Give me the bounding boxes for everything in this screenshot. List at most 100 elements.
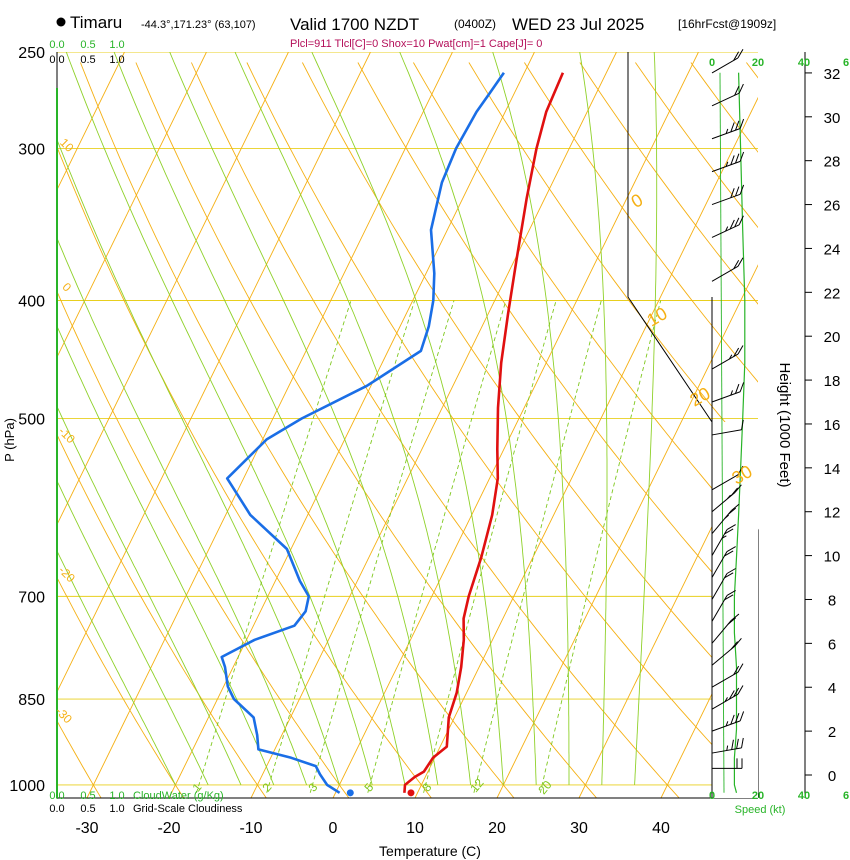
- dry-adiabat: [524, 62, 758, 383]
- wind-barb-half-flag: [725, 161, 729, 167]
- wind-barb-flag: [733, 51, 740, 61]
- height-tick-label: 8: [828, 592, 836, 609]
- moist-adiabat: [57, 479, 209, 786]
- wind-barb: [711, 551, 728, 578]
- height-tick-label: 2: [828, 724, 836, 741]
- x-tick-label: -10: [239, 820, 262, 837]
- background-grid: [57, 52, 758, 798]
- mixing-ratio-line: [367, 300, 507, 793]
- height-axis-label: Height (1000 Feet): [776, 362, 793, 487]
- moist-adiabat: [234, 52, 472, 785]
- chart-text: Timaru -44.3°,171.23° (63,107) Valid 1700 …: [2, 13, 849, 859]
- cloud-water-top-label: 0.0: [49, 39, 64, 51]
- wind-barb-flag: [724, 572, 734, 579]
- height-tick-label: 24: [824, 241, 841, 258]
- wind-barb-flag: [727, 507, 737, 515]
- wind-barb-flag: [735, 713, 740, 723]
- title-valid: Valid 1700 NZDT: [290, 15, 419, 34]
- x-tick-label: 0: [329, 820, 338, 837]
- wind-barb-flag: [735, 120, 740, 131]
- height-tick-label: 6: [828, 636, 836, 653]
- wind-barb-half-flag: [725, 128, 729, 134]
- wind-barb-flag: [735, 383, 740, 394]
- dry-adiabat: [57, 145, 432, 798]
- wind-barb: [711, 529, 728, 556]
- wind-barb-flag: [737, 257, 744, 267]
- wind-barb-half-flag: [726, 745, 729, 751]
- wind-barb: [711, 474, 739, 491]
- cloudiness-top-label: 1.0: [109, 54, 124, 66]
- wind-barb-half-flag: [726, 494, 731, 500]
- wind-barb-half-flag: [730, 390, 733, 396]
- moist-adiabat: [57, 550, 176, 786]
- wind-barb-half-flag: [725, 721, 729, 727]
- temperature-profile: [403, 72, 565, 793]
- wind-barb-flag: [733, 347, 740, 357]
- wind-barb-flag: [726, 590, 736, 596]
- wind-barb-flag: [724, 594, 734, 601]
- isotherm-label: 0: [60, 280, 75, 295]
- wind-barb-flag: [734, 638, 742, 647]
- moist-adiabat: [579, 52, 608, 785]
- cloudiness-bottom-label: 1.0: [109, 803, 124, 815]
- wind-barb-flag: [733, 259, 740, 270]
- x-tick-label: -20: [157, 820, 180, 837]
- wind-barb-flag: [738, 215, 744, 226]
- wind-barb: [711, 573, 728, 600]
- wind-barb-half-flag: [721, 535, 727, 539]
- wind-barb-flag: [737, 345, 744, 355]
- wind-barb-flag: [724, 550, 734, 557]
- x-axis-label: Temperature (C): [379, 843, 481, 859]
- wind-barb-flag: [734, 484, 742, 493]
- cloudiness-top-label: 0.0: [49, 54, 64, 66]
- p-tick-label: 1000: [9, 778, 45, 795]
- height-tick-label: 32: [824, 66, 841, 83]
- title-station: Timaru: [70, 13, 122, 32]
- speed-top-tick: 0: [709, 57, 715, 69]
- cloud-water-bottom-label: 1.0: [109, 790, 124, 802]
- wind-barb-flag: [737, 685, 744, 695]
- dewpoint-profile: [220, 71, 505, 794]
- speed-profile: [733, 72, 746, 793]
- temperature-surface-dot: [407, 789, 415, 797]
- p-tick-label: 250: [18, 45, 45, 62]
- station-dot-icon: [56, 17, 66, 27]
- plot-frame: [56, 52, 806, 799]
- title-utc: (0400Z): [454, 17, 496, 31]
- isotherm-line: [250, 52, 617, 798]
- wind-panel: [711, 49, 746, 793]
- wind-barb-flag: [729, 219, 735, 230]
- mixing-ratio-line: [309, 300, 455, 793]
- isotherm-label: 0: [628, 190, 647, 212]
- cloud-water-axis-label: CloudWater (g/Kg): [133, 790, 224, 802]
- moist-adiabat: [57, 138, 340, 786]
- wind-barb-flag: [735, 153, 740, 164]
- wind-barb-flag: [726, 524, 736, 531]
- wind-barb-flag: [731, 739, 734, 750]
- isotherm-line: [332, 52, 699, 798]
- dry-adiabat: [57, 433, 267, 798]
- height-tick-label: 16: [824, 417, 841, 434]
- mixing-ratio-line: [196, 300, 352, 793]
- moist-adiabat: [57, 236, 308, 786]
- y-axis-label: P (hPa): [2, 418, 17, 462]
- cloudiness-bottom-label: 0.0: [49, 803, 64, 815]
- wind-barb-flag: [724, 528, 734, 535]
- dry-adiabat: [57, 576, 185, 798]
- p-tick-label: 700: [18, 589, 45, 606]
- wind-barb-flag: [739, 184, 745, 195]
- height-tick-label: 0: [828, 768, 836, 785]
- dry-adiabat: [302, 62, 758, 709]
- height-tick-label: 14: [824, 461, 841, 478]
- wind-barb-flag: [737, 465, 744, 476]
- isotherm-line: [168, 52, 535, 798]
- x-tick-label: 20: [488, 820, 506, 837]
- speed-bottom-tick: 6: [843, 790, 849, 802]
- wind-barb-flag: [727, 617, 737, 625]
- wind-barb-flag: [730, 503, 740, 512]
- dry-adiabat: [579, 62, 758, 305]
- moist-adiabat: [57, 405, 242, 786]
- p-tick-label: 300: [18, 141, 45, 158]
- wind-barb-flag: [741, 419, 744, 430]
